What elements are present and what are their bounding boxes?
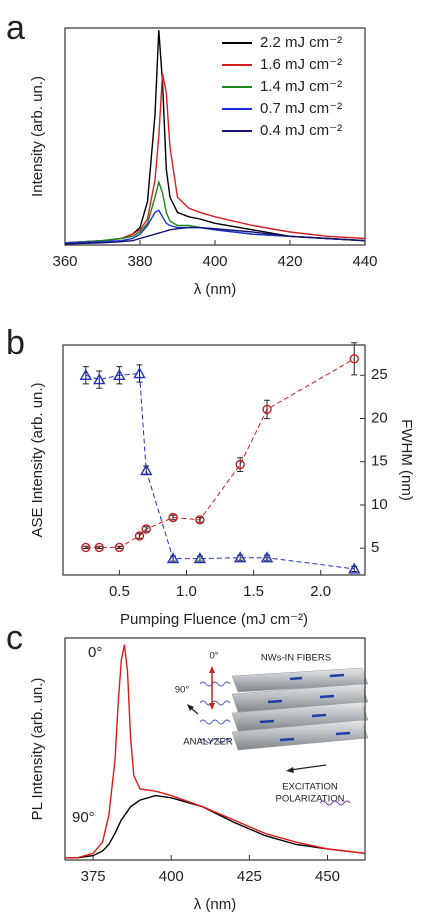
y2-tick-label: 10 (371, 496, 388, 513)
error-bar (82, 545, 89, 550)
marker-triangle (260, 551, 274, 563)
marker-triangle (140, 463, 153, 476)
marker-circle (94, 542, 104, 553)
spectrum-line (64, 179, 366, 244)
marker-triangle (193, 552, 207, 564)
y2-tick-label: 20 (371, 409, 388, 426)
fiber-inset (187, 666, 369, 806)
error-bar (143, 526, 150, 532)
inset-annotation: 90° (175, 685, 190, 696)
x-axis-title: λ (nm) (194, 896, 237, 912)
x-tick-label: 420 (277, 253, 302, 270)
error-bar (351, 342, 358, 376)
x-tick-label: 360 (52, 253, 77, 270)
marker-triangle (348, 562, 361, 574)
x-axis-title: λ (nm) (194, 281, 237, 298)
y2-tick-label: 15 (371, 453, 388, 470)
x-tick-label: 1.5 (243, 583, 264, 600)
y2-tick-label: 5 (371, 539, 379, 556)
x-tick-label: 400 (159, 868, 184, 885)
marker-triangle (233, 551, 247, 563)
x-tick-label: 380 (127, 253, 152, 270)
legend-label: 0.4 mJ cm⁻² (260, 122, 342, 139)
plot-frame (62, 344, 366, 576)
x-tick-label: 400 (202, 253, 227, 270)
spectrum-line (64, 209, 366, 244)
x-tick-label: 450 (315, 868, 340, 885)
error-bar (96, 545, 103, 550)
inset-annotation: 0° (209, 651, 218, 662)
marker-triangle (93, 373, 106, 385)
marker-circle (195, 515, 205, 525)
legend-label: 1.4 mJ cm⁻² (260, 78, 342, 95)
series-label: 0° (88, 644, 102, 661)
x-axis-title: Pumping Fluence (mJ cm⁻²) (120, 611, 308, 628)
x-tick-label: 440 (352, 253, 377, 270)
series-label: 90° (72, 809, 95, 826)
marker-triangle (113, 368, 126, 380)
legend-label: 1.6 mJ cm⁻² (260, 56, 342, 73)
inset-annotation: EXCITATION (282, 782, 338, 793)
marker-circle (235, 459, 245, 470)
x-tick-label: 425 (237, 868, 262, 885)
marker-circle (262, 404, 272, 415)
plot-frame (64, 637, 366, 861)
y2-tick-label: 25 (371, 366, 388, 383)
dashed-guide (85, 358, 355, 548)
error-bar (196, 517, 203, 523)
y-axis-title: ASE Intensity (arb. un.) (29, 382, 46, 537)
spectrum-line (65, 794, 366, 859)
y-axis-title: Intensity (arb. un.) (29, 76, 46, 197)
legend-label: 0.7 mJ cm⁻² (260, 100, 342, 117)
error-bar (116, 545, 123, 550)
y2-axis-title: FWHM (nm) (398, 419, 415, 501)
spectrum-line (64, 226, 366, 245)
marker-circle (349, 354, 359, 364)
error-bar (264, 399, 271, 420)
marker-circle (141, 524, 151, 534)
panel-letter: b (6, 324, 25, 362)
spectrum-line (65, 644, 366, 859)
inset-annotation: NWs-IN FIBERS (261, 653, 331, 664)
inset-annotation: POLARIZATION (276, 794, 345, 805)
panel-letter: a (6, 9, 25, 47)
dashed-guide (85, 372, 355, 570)
x-tick-label: 2.0 (310, 583, 331, 600)
x-tick-label: 1.0 (176, 583, 197, 600)
x-tick-label: 375 (81, 868, 106, 885)
marker-triangle (166, 552, 180, 564)
spectrum-line (64, 73, 366, 244)
marker-triangle (79, 368, 93, 380)
marker-circle (81, 542, 91, 553)
legend-label: 2.2 mJ cm⁻² (260, 34, 342, 51)
x-tick-label: 0.5 (109, 583, 130, 600)
error-bar (136, 533, 143, 539)
error-bar (170, 514, 177, 521)
marker-circle (168, 512, 178, 523)
y-axis-title: PL Intensity (arb. un.) (29, 678, 46, 821)
inset-annotation: ANALYZER (183, 737, 233, 748)
marker-triangle (133, 367, 146, 379)
marker-circle (134, 531, 145, 541)
marker-circle (114, 542, 125, 553)
panel-letter: c (6, 619, 23, 657)
